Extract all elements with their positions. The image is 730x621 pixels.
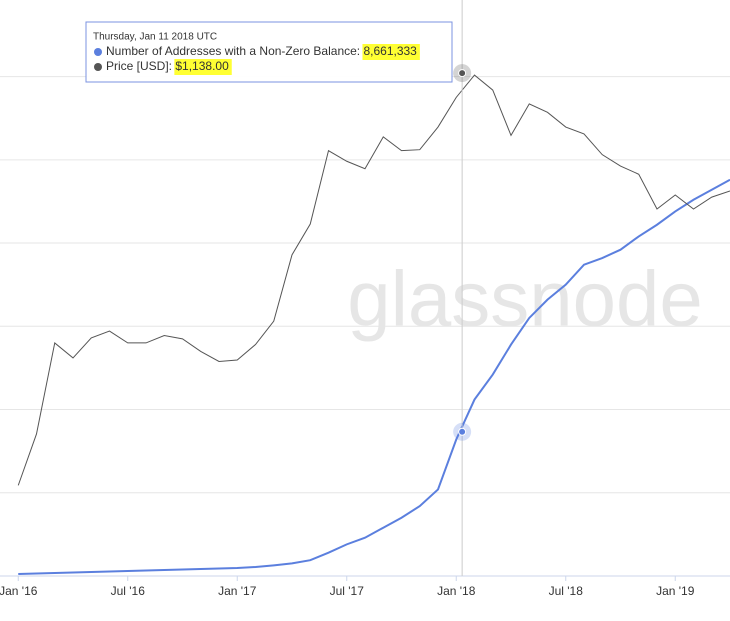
- watermark: glassnode: [347, 255, 703, 343]
- x-tick-label: Jan '18: [437, 584, 476, 598]
- tooltip-label: Price [USD]:: [106, 59, 175, 73]
- tooltip-value: $1,138.00: [175, 59, 229, 73]
- series-line: [18, 178, 730, 575]
- x-tick-label: Jan '17: [218, 584, 257, 598]
- tooltip-value: 8,661,333: [363, 44, 417, 58]
- series-line: [17, 74, 730, 486]
- tooltip-dot: [94, 48, 102, 56]
- x-tick-label: Jul '18: [549, 584, 584, 598]
- x-tick-label: Jan '16: [0, 584, 38, 598]
- x-tick-label: Jan '19: [656, 584, 695, 598]
- tooltip-label: Number of Addresses with a Non-Zero Bala…: [106, 44, 363, 58]
- tooltip-date: Thursday, Jan 11 2018 UTC: [93, 32, 217, 43]
- x-tick-label: Jul '17: [330, 584, 365, 598]
- value-highlight: [362, 44, 420, 60]
- tooltip-dot: [94, 63, 102, 71]
- hover-point: [458, 427, 467, 436]
- value-highlight: [174, 59, 232, 75]
- hover-point: [458, 69, 467, 78]
- x-tick-label: Jul '16: [111, 584, 146, 598]
